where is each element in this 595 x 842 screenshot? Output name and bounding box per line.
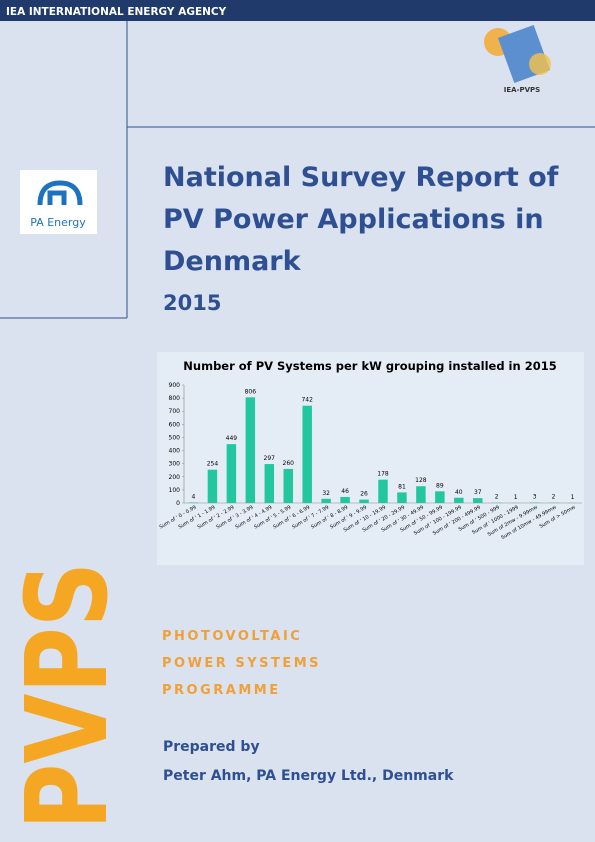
y-tick-label: 200 [169, 474, 181, 481]
value-label: 40 [455, 489, 463, 496]
value-label: 3 [533, 494, 537, 501]
chart-title: Number of PV Systems per kW grouping ins… [183, 359, 556, 373]
title-line: PV Power Applications in [163, 204, 544, 235]
value-label: 178 [377, 471, 389, 478]
programme-line: POWER SYSTEMS [162, 656, 321, 671]
bar [416, 486, 426, 503]
prepared-label: Prepared by [163, 739, 260, 755]
value-label: 806 [245, 388, 257, 395]
title-line: National Survey Report of [163, 162, 559, 193]
value-label: 46 [341, 488, 349, 495]
logo-text: IEA-PVPS [504, 86, 540, 94]
y-tick-label: 400 [169, 448, 181, 455]
bar [321, 498, 331, 503]
bar [264, 464, 275, 503]
bar [378, 479, 388, 503]
title-year: 2015 [163, 291, 221, 315]
value-label: 1 [514, 494, 518, 501]
value-label: 26 [360, 491, 368, 498]
y-tick-label: 0 [176, 500, 180, 507]
bar [283, 468, 293, 503]
y-tick-label: 600 [169, 421, 181, 428]
bar [188, 502, 199, 503]
programme-line: PHOTOVOLTAIC [162, 629, 302, 644]
partner-logo-text: PA Energy [30, 216, 86, 229]
value-label: 742 [301, 397, 313, 404]
bar [207, 469, 218, 503]
y-tick-label: 900 [169, 382, 181, 389]
y-tick-label: 500 [169, 434, 181, 441]
value-label: 2 [495, 494, 499, 501]
bar [435, 491, 445, 503]
bar [340, 496, 350, 503]
title-line: Denmark [163, 246, 302, 277]
bar [359, 499, 369, 503]
chart-frame [157, 352, 584, 565]
bar [245, 397, 256, 503]
value-label: 32 [322, 490, 330, 497]
value-label: 449 [226, 435, 238, 442]
partner-logo: PA Energy [20, 170, 97, 234]
value-label: 89 [436, 482, 444, 489]
y-tick-label: 100 [169, 487, 181, 494]
iea-pvps-logo: IEA-PVPS [484, 24, 551, 94]
prepared-author: Peter Ahm, PA Energy Ltd., Denmark [163, 768, 454, 784]
bar [226, 444, 237, 503]
y-tick-label: 300 [169, 461, 181, 468]
programme-line: PROGRAMME [162, 683, 281, 698]
bar [473, 498, 483, 503]
value-label: 37 [474, 489, 482, 496]
top-bar [0, 0, 595, 21]
value-label: 254 [207, 461, 219, 468]
agency: IEA INTERNATIONAL ENERGY AGENCY [6, 6, 227, 18]
value-label: 1 [571, 494, 575, 501]
value-label: 128 [415, 477, 427, 484]
bar [454, 497, 464, 503]
y-tick-label: 700 [169, 408, 181, 415]
value-label: 260 [283, 460, 295, 467]
side-text: PVPS [3, 562, 133, 830]
bar [397, 492, 407, 503]
value-label: 81 [398, 483, 406, 490]
value-label: 4 [192, 493, 196, 500]
bar [302, 405, 312, 503]
value-label: 2 [552, 494, 556, 501]
value-label: 297 [264, 455, 276, 462]
y-tick-label: 800 [169, 395, 181, 402]
